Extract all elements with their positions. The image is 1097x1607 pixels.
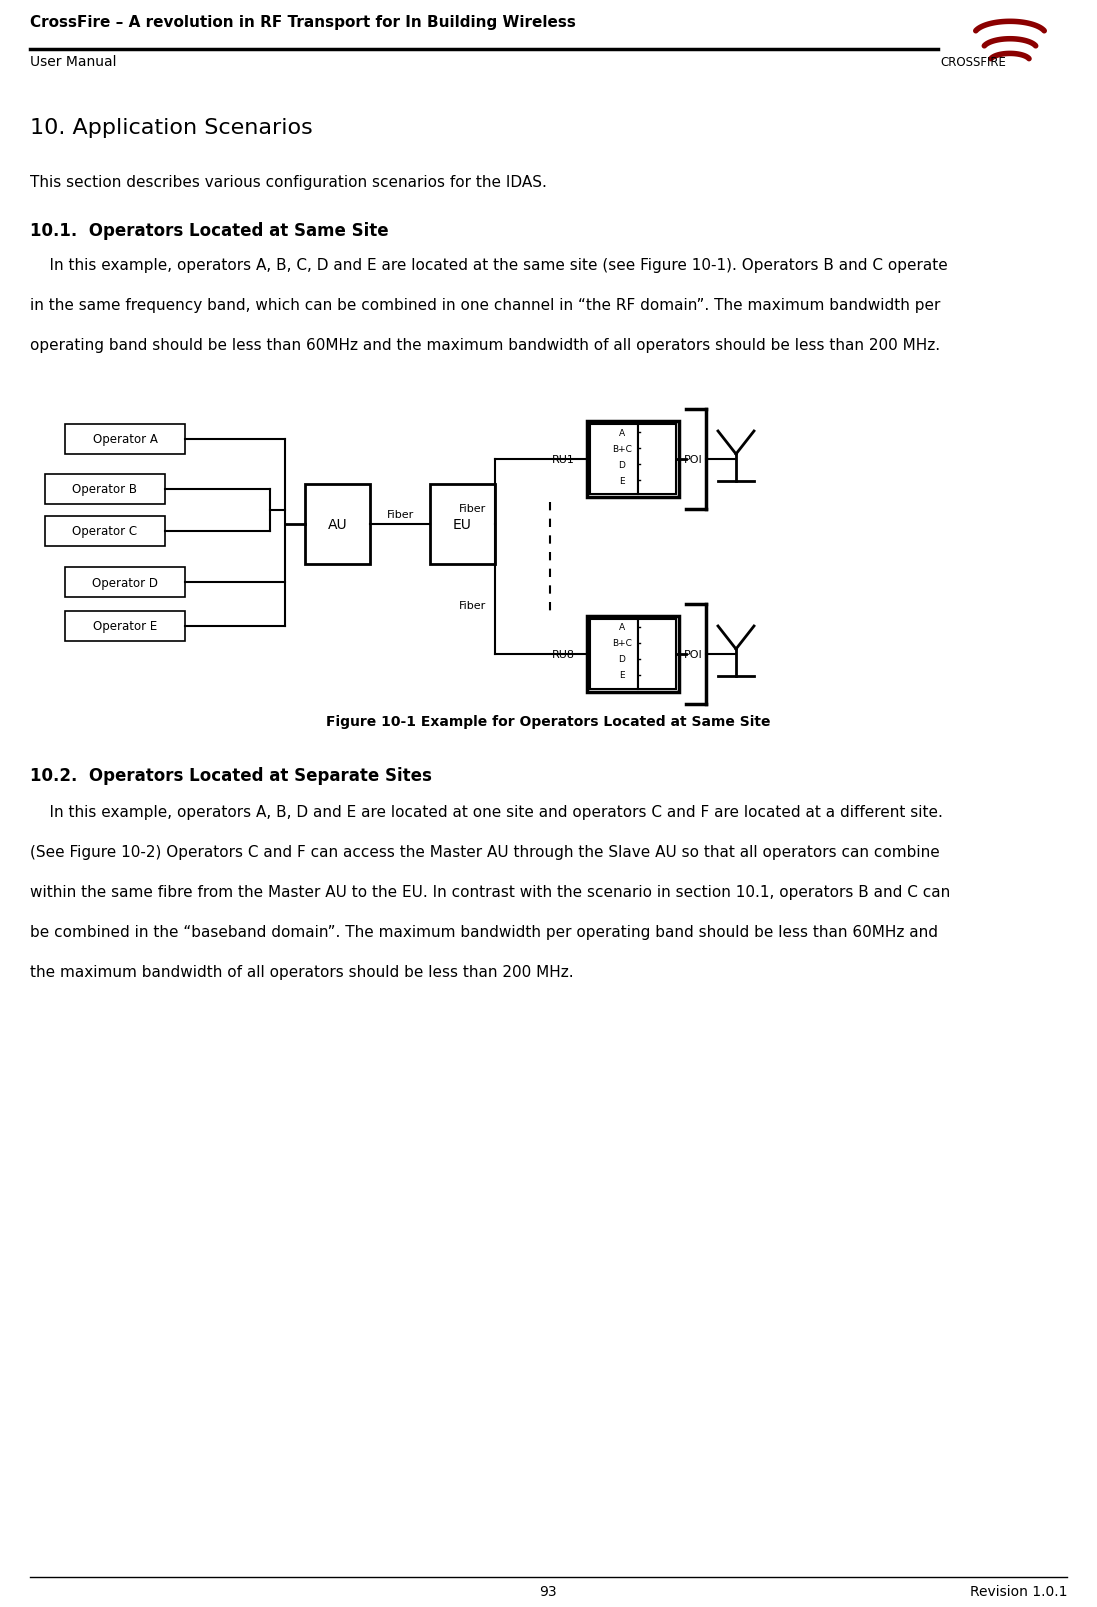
Text: D: D: [619, 656, 625, 664]
Text: Operator D: Operator D: [92, 577, 158, 590]
Text: EU: EU: [453, 517, 472, 532]
Text: Fiber: Fiber: [386, 509, 414, 519]
Text: B+C: B+C: [612, 640, 632, 648]
Text: POI: POI: [685, 455, 703, 464]
Bar: [587, 617, 679, 693]
Text: 10.2.  Operators Located at Separate Sites: 10.2. Operators Located at Separate Site…: [30, 767, 432, 784]
Text: D: D: [619, 460, 625, 469]
Text: operating band should be less than 60MHz and the maximum bandwidth of all operat: operating band should be less than 60MHz…: [30, 337, 940, 354]
Text: CROSSFIRE: CROSSFIRE: [940, 56, 1006, 69]
Text: RU8: RU8: [552, 649, 575, 659]
Bar: [305, 485, 370, 564]
Text: User Manual: User Manual: [30, 55, 116, 69]
Text: This section describes various configuration scenarios for the IDAS.: This section describes various configura…: [30, 175, 547, 190]
Text: 10. Application Scenarios: 10. Application Scenarios: [30, 117, 313, 138]
Text: In this example, operators A, B, C, D and E are located at the same site (see Fi: In this example, operators A, B, C, D an…: [30, 257, 948, 273]
Text: In this example, operators A, B, D and E are located at one site and operators C: In this example, operators A, B, D and E…: [30, 805, 943, 820]
Text: Operator A: Operator A: [92, 434, 158, 447]
Bar: [65, 424, 185, 455]
Text: 10.1.  Operators Located at Same Site: 10.1. Operators Located at Same Site: [30, 222, 388, 239]
Bar: [590, 620, 638, 689]
Bar: [587, 421, 679, 498]
Text: (See Figure 10-2) Operators C and F can access the Master AU through the Slave A: (See Figure 10-2) Operators C and F can …: [30, 844, 940, 860]
Bar: [45, 517, 165, 546]
Text: Revision 1.0.1: Revision 1.0.1: [970, 1585, 1067, 1597]
Text: the maximum bandwidth of all operators should be less than 200 MHz.: the maximum bandwidth of all operators s…: [30, 964, 574, 979]
Text: Fiber: Fiber: [460, 601, 487, 611]
Text: within the same fibre from the Master AU to the EU. In contrast with the scenari: within the same fibre from the Master AU…: [30, 884, 950, 900]
Text: 93: 93: [540, 1585, 557, 1597]
Text: be combined in the “baseband domain”. The maximum bandwidth per operating band s: be combined in the “baseband domain”. Th…: [30, 924, 938, 940]
Text: E: E: [619, 476, 625, 485]
Bar: [590, 424, 638, 495]
Text: B+C: B+C: [612, 444, 632, 453]
Text: RU1: RU1: [552, 455, 575, 464]
Bar: [430, 485, 495, 564]
Text: A: A: [619, 624, 625, 632]
Text: A: A: [619, 427, 625, 437]
Text: in the same frequency band, which can be combined in one channel in “the RF doma: in the same frequency band, which can be…: [30, 297, 940, 313]
Text: Fiber: Fiber: [460, 503, 487, 514]
Text: CrossFire – A revolution in RF Transport for In Building Wireless: CrossFire – A revolution in RF Transport…: [30, 14, 576, 31]
Text: Operator B: Operator B: [72, 484, 137, 497]
Text: E: E: [619, 672, 625, 680]
Bar: [65, 612, 185, 641]
Bar: [45, 474, 165, 505]
Bar: [65, 567, 185, 598]
Text: Figure 10-1 Example for Operators Located at Same Site: Figure 10-1 Example for Operators Locate…: [326, 715, 770, 728]
Bar: [638, 620, 676, 689]
Text: AU: AU: [328, 517, 348, 532]
Bar: [638, 424, 676, 495]
Text: Operator E: Operator E: [93, 620, 157, 633]
Text: POI: POI: [685, 649, 703, 659]
Text: Operator C: Operator C: [72, 525, 137, 538]
